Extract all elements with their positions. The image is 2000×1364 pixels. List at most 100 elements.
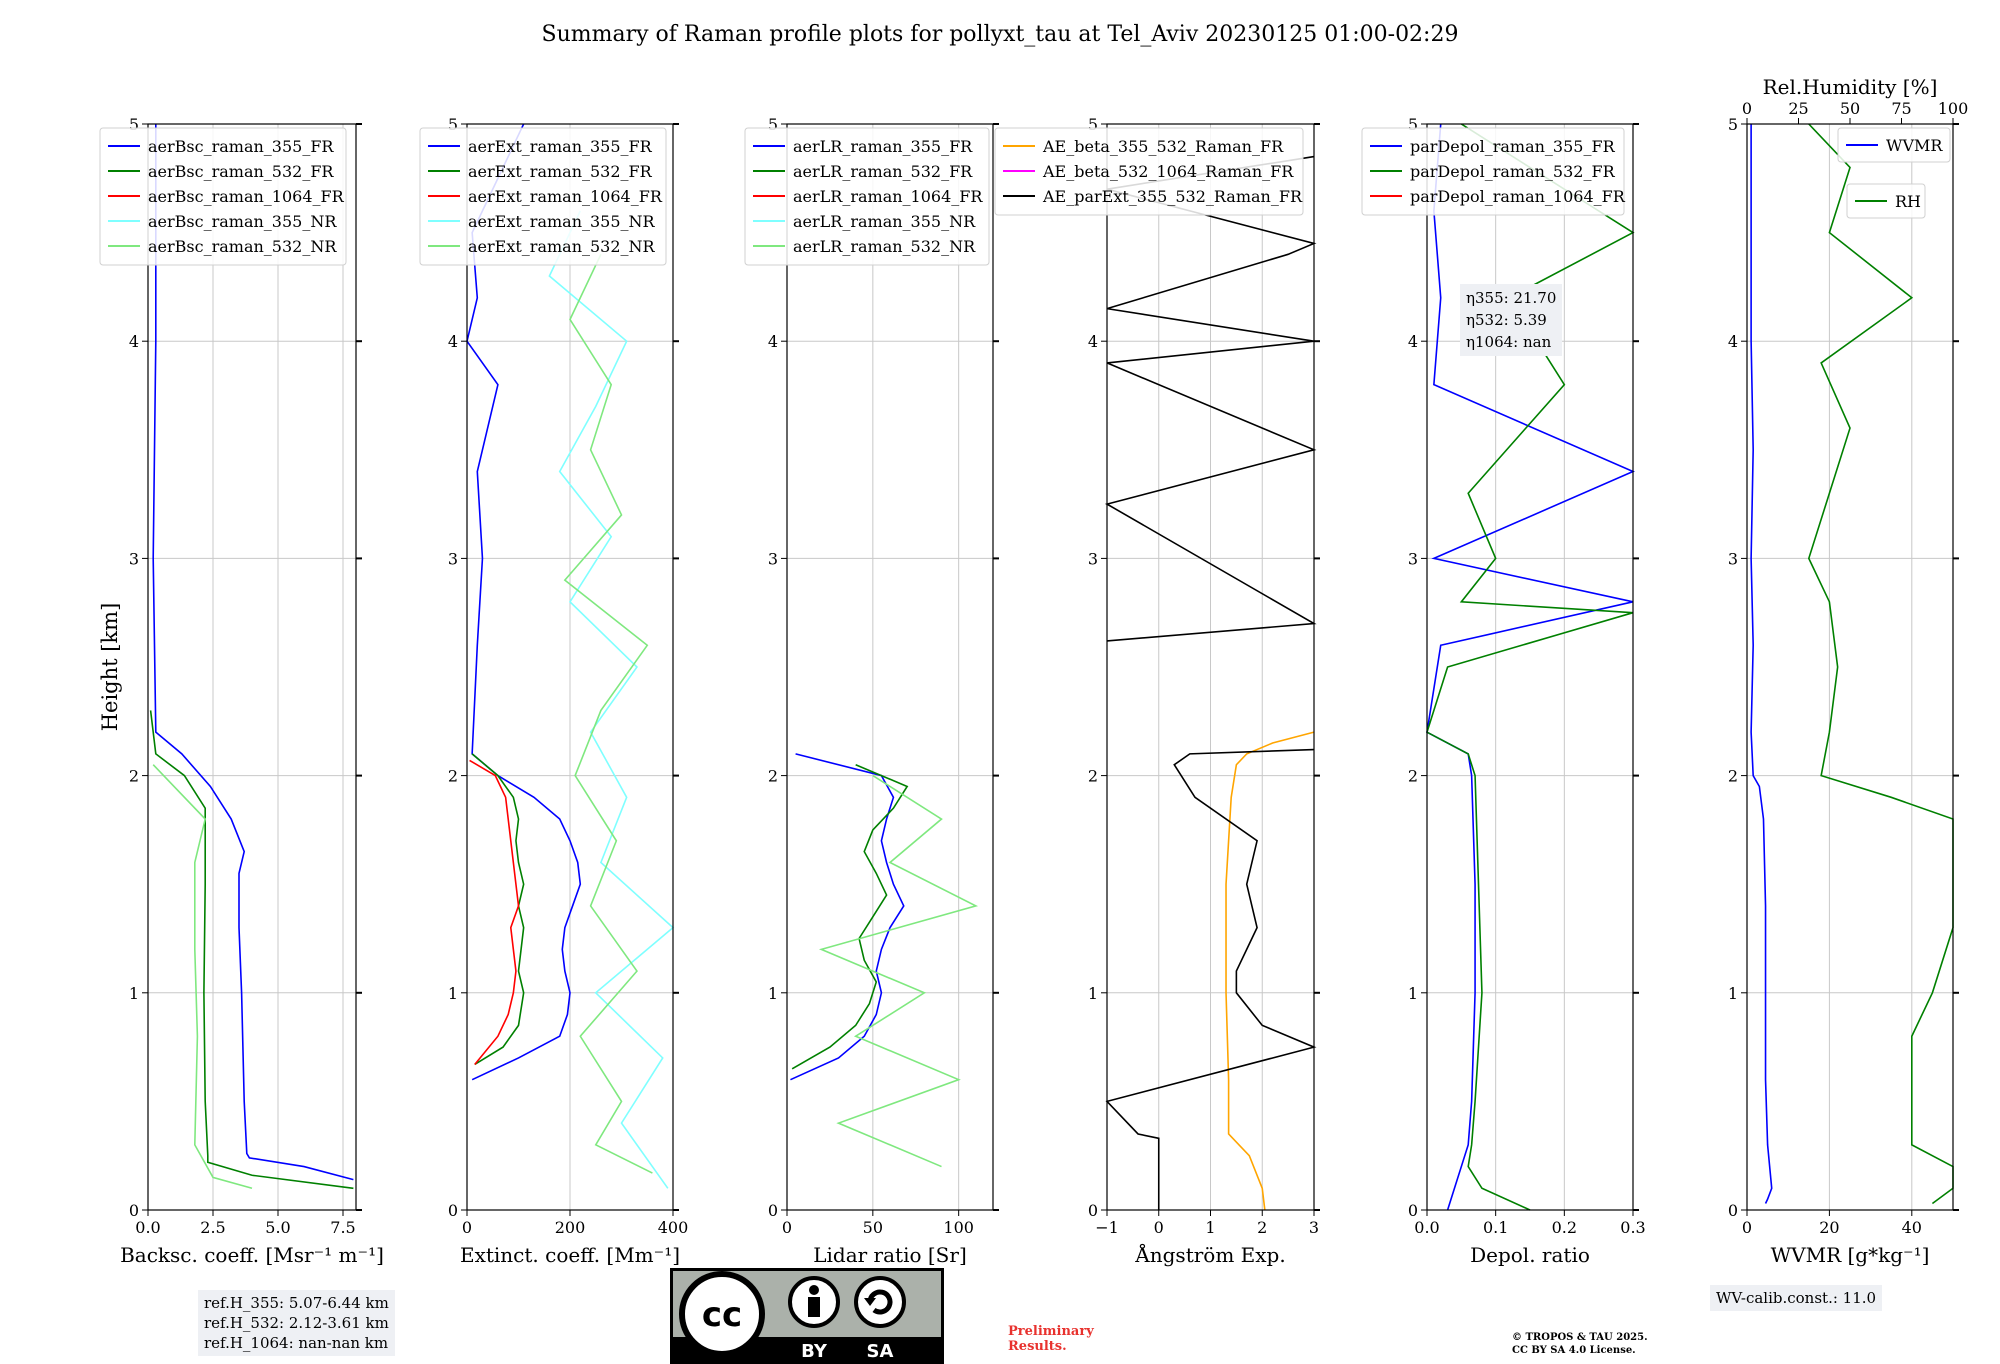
x-tick-label: 0 xyxy=(462,1218,472,1237)
legend-label: aerLR_raman_355_FR xyxy=(793,137,973,156)
x-tick-label: 1 xyxy=(1205,1218,1215,1237)
legend-label: aerLR_raman_532_NR xyxy=(793,237,976,256)
panel-3: 0 50 100 0 1 2 3 4 5 Lidar ratio [Sr] aerLR_raman_… xyxy=(744,115,999,1267)
y-tick-label: 3 xyxy=(1408,549,1418,568)
legend-label: AE_beta_532_1064_Raman_FR xyxy=(1042,162,1294,181)
panel-2: 0 200 400 0 1 2 3 4 5 Extinct. coeff. [Mm⁻¹] aerEx… xyxy=(419,115,688,1267)
x-tick-label: 0.2 xyxy=(1552,1218,1577,1237)
ref-h-355: ref.H_355: 5.07-6.44 km xyxy=(204,1294,389,1312)
y-tick-label: 2 xyxy=(448,767,458,786)
x-tick-label: 0.0 xyxy=(135,1218,160,1237)
wv-calib-box: WV-calib.const.: 11.0 xyxy=(1710,1285,1883,1311)
x-tick-label: 50 xyxy=(863,1218,883,1237)
legend-box xyxy=(994,127,1304,216)
share-alike-icon xyxy=(854,1276,906,1328)
cc-circle-icon xyxy=(679,1271,765,1357)
figure-title: Summary of Raman profile plots for polly… xyxy=(541,22,1459,47)
y-tick-label: 1 xyxy=(1728,984,1738,1003)
eta-1064: η1064: nan xyxy=(1466,333,1552,351)
y-tick-label: 2 xyxy=(129,767,139,786)
x-axis-label: Extinct. coeff. [Mm⁻¹] xyxy=(460,1243,680,1267)
series-line-WVMR xyxy=(1750,124,1773,1204)
copyright-line-1: © TROPOS & TAU 2025. xyxy=(1512,1332,1648,1343)
copyright-note: © TROPOS & TAU 2025. CC BY SA 4.0 Licens… xyxy=(1512,1331,1648,1357)
x-tick-label: 0.0 xyxy=(1414,1218,1439,1237)
x-axis-label: WVMR [g*kg⁻¹] xyxy=(1771,1243,1930,1267)
x-tick-label: 200 xyxy=(555,1218,586,1237)
series-line-aerBsc_raman_532_FR xyxy=(149,710,354,1190)
y-tick-label: 3 xyxy=(1728,549,1738,568)
series-line-aerExt_raman_355_FR xyxy=(466,123,582,1081)
y-tick-label: 3 xyxy=(129,549,139,568)
x-tick-label: 2.5 xyxy=(200,1218,225,1237)
legend-label: aerExt_raman_532_NR xyxy=(468,237,656,256)
x2-tick-label: 100 xyxy=(1938,99,1969,118)
cc-text: cc xyxy=(702,1295,742,1335)
legend-label: aerLR_raman_532_FR xyxy=(793,162,973,181)
y-tick-label: 0 xyxy=(129,1201,139,1220)
by-label: BY xyxy=(801,1341,828,1362)
y-tick-label: 4 xyxy=(1408,332,1418,351)
x-tick-label: 5.0 xyxy=(265,1218,290,1237)
x-tick-label: 0 xyxy=(1154,1218,1164,1237)
x2-tick-label: 50 xyxy=(1840,99,1860,118)
y-tick-label: 1 xyxy=(129,984,139,1003)
y-tick-label: 3 xyxy=(1088,549,1098,568)
series-line-aerExt_raman_532_NR xyxy=(563,253,653,1174)
legend-label: WVMR xyxy=(1886,136,1943,155)
y-tick-label: 2 xyxy=(768,767,778,786)
legend-label: aerExt_raman_1064_FR xyxy=(468,187,663,206)
legend-box xyxy=(419,127,667,266)
x2-tick-label: 0 xyxy=(1742,99,1752,118)
legend-label: aerBsc_raman_532_NR xyxy=(148,237,337,256)
series-line-aerBsc_raman_355_FR xyxy=(152,124,354,1181)
preliminary-note: Preliminary Results. xyxy=(1008,1324,1094,1354)
panel-6: 0 20 40 0 1 2 3 4 5 WVMR [g*kg⁻¹] 0 25 50 75 100Rel.Hu… xyxy=(1728,75,1968,1267)
y-tick-label: 0 xyxy=(1728,1201,1738,1220)
x2-tick-label: 75 xyxy=(1891,99,1911,118)
x-axis-label: Depol. ratio xyxy=(1470,1243,1590,1267)
panel-1: 0.0 2.5 5.0 7.5 0 1 2 3 4 5 Backsc. coeff. [Msr⁻¹ … xyxy=(99,115,384,1267)
y-tick-label: 5 xyxy=(1088,115,1098,134)
eta-532: η532: 5.39 xyxy=(1466,311,1547,329)
x-tick-label: 100 xyxy=(943,1218,974,1237)
legend-label: aerBsc_raman_355_FR xyxy=(148,137,334,156)
legend-label: aerLR_raman_1064_FR xyxy=(793,187,983,206)
y-tick-label: 5 xyxy=(129,115,139,134)
y-tick-label: 3 xyxy=(768,549,778,568)
x-axis-label: Backsc. coeff. [Msr⁻¹ m⁻¹] xyxy=(120,1243,384,1267)
legend-label: aerExt_raman_355_FR xyxy=(468,137,653,156)
legend-label: aerExt_raman_532_FR xyxy=(468,162,653,181)
x-tick-label: 0.3 xyxy=(1620,1218,1645,1237)
legend-label: AE_beta_355_532_Raman_FR xyxy=(1042,137,1284,156)
ref-h-532: ref.H_532: 2.12-3.61 km xyxy=(204,1314,389,1332)
series-line-aerLR_raman_355_FR xyxy=(790,753,905,1081)
axes-frame xyxy=(147,123,357,1211)
legend-label: AE_parExt_355_532_Raman_FR xyxy=(1042,187,1303,206)
x-tick-label: 3 xyxy=(1309,1218,1319,1237)
x-tick-label: 0 xyxy=(1742,1218,1752,1237)
axes-frame xyxy=(786,123,994,1211)
y-tick-label: 0 xyxy=(448,1201,458,1220)
series-line-AE_parExt_355_532_Raman_FR xyxy=(1105,748,1317,1210)
y-tick-label: 0 xyxy=(1408,1201,1418,1220)
x-tick-label: 40 xyxy=(1902,1218,1922,1237)
y-tick-label: 5 xyxy=(1728,115,1738,134)
copyright-line-2: CC BY SA 4.0 License. xyxy=(1512,1345,1636,1356)
legend-box xyxy=(99,127,347,266)
x-axis-label: Lidar ratio [Sr] xyxy=(813,1243,967,1267)
x-tick-label: 20 xyxy=(1819,1218,1839,1237)
series-line-aerExt_raman_532_FR xyxy=(471,753,525,1066)
eta-355: η355: 21.70 xyxy=(1466,289,1557,307)
cc-by-sa-logo: cc BY SA xyxy=(670,1268,944,1364)
legend-label: aerBsc_raman_1064_FR xyxy=(148,187,345,206)
legend-box xyxy=(744,127,990,266)
legend-label: aerBsc_raman_355_NR xyxy=(148,212,337,231)
axes-frame xyxy=(1426,123,1634,1211)
legend-label: parDepol_raman_532_FR xyxy=(1410,162,1616,181)
y-tick-label: 5 xyxy=(1408,115,1418,134)
y-tick-label: 4 xyxy=(1088,332,1098,351)
series-line-aerLR_raman_532_FR xyxy=(791,764,909,1070)
legend-label: RH xyxy=(1895,192,1921,211)
